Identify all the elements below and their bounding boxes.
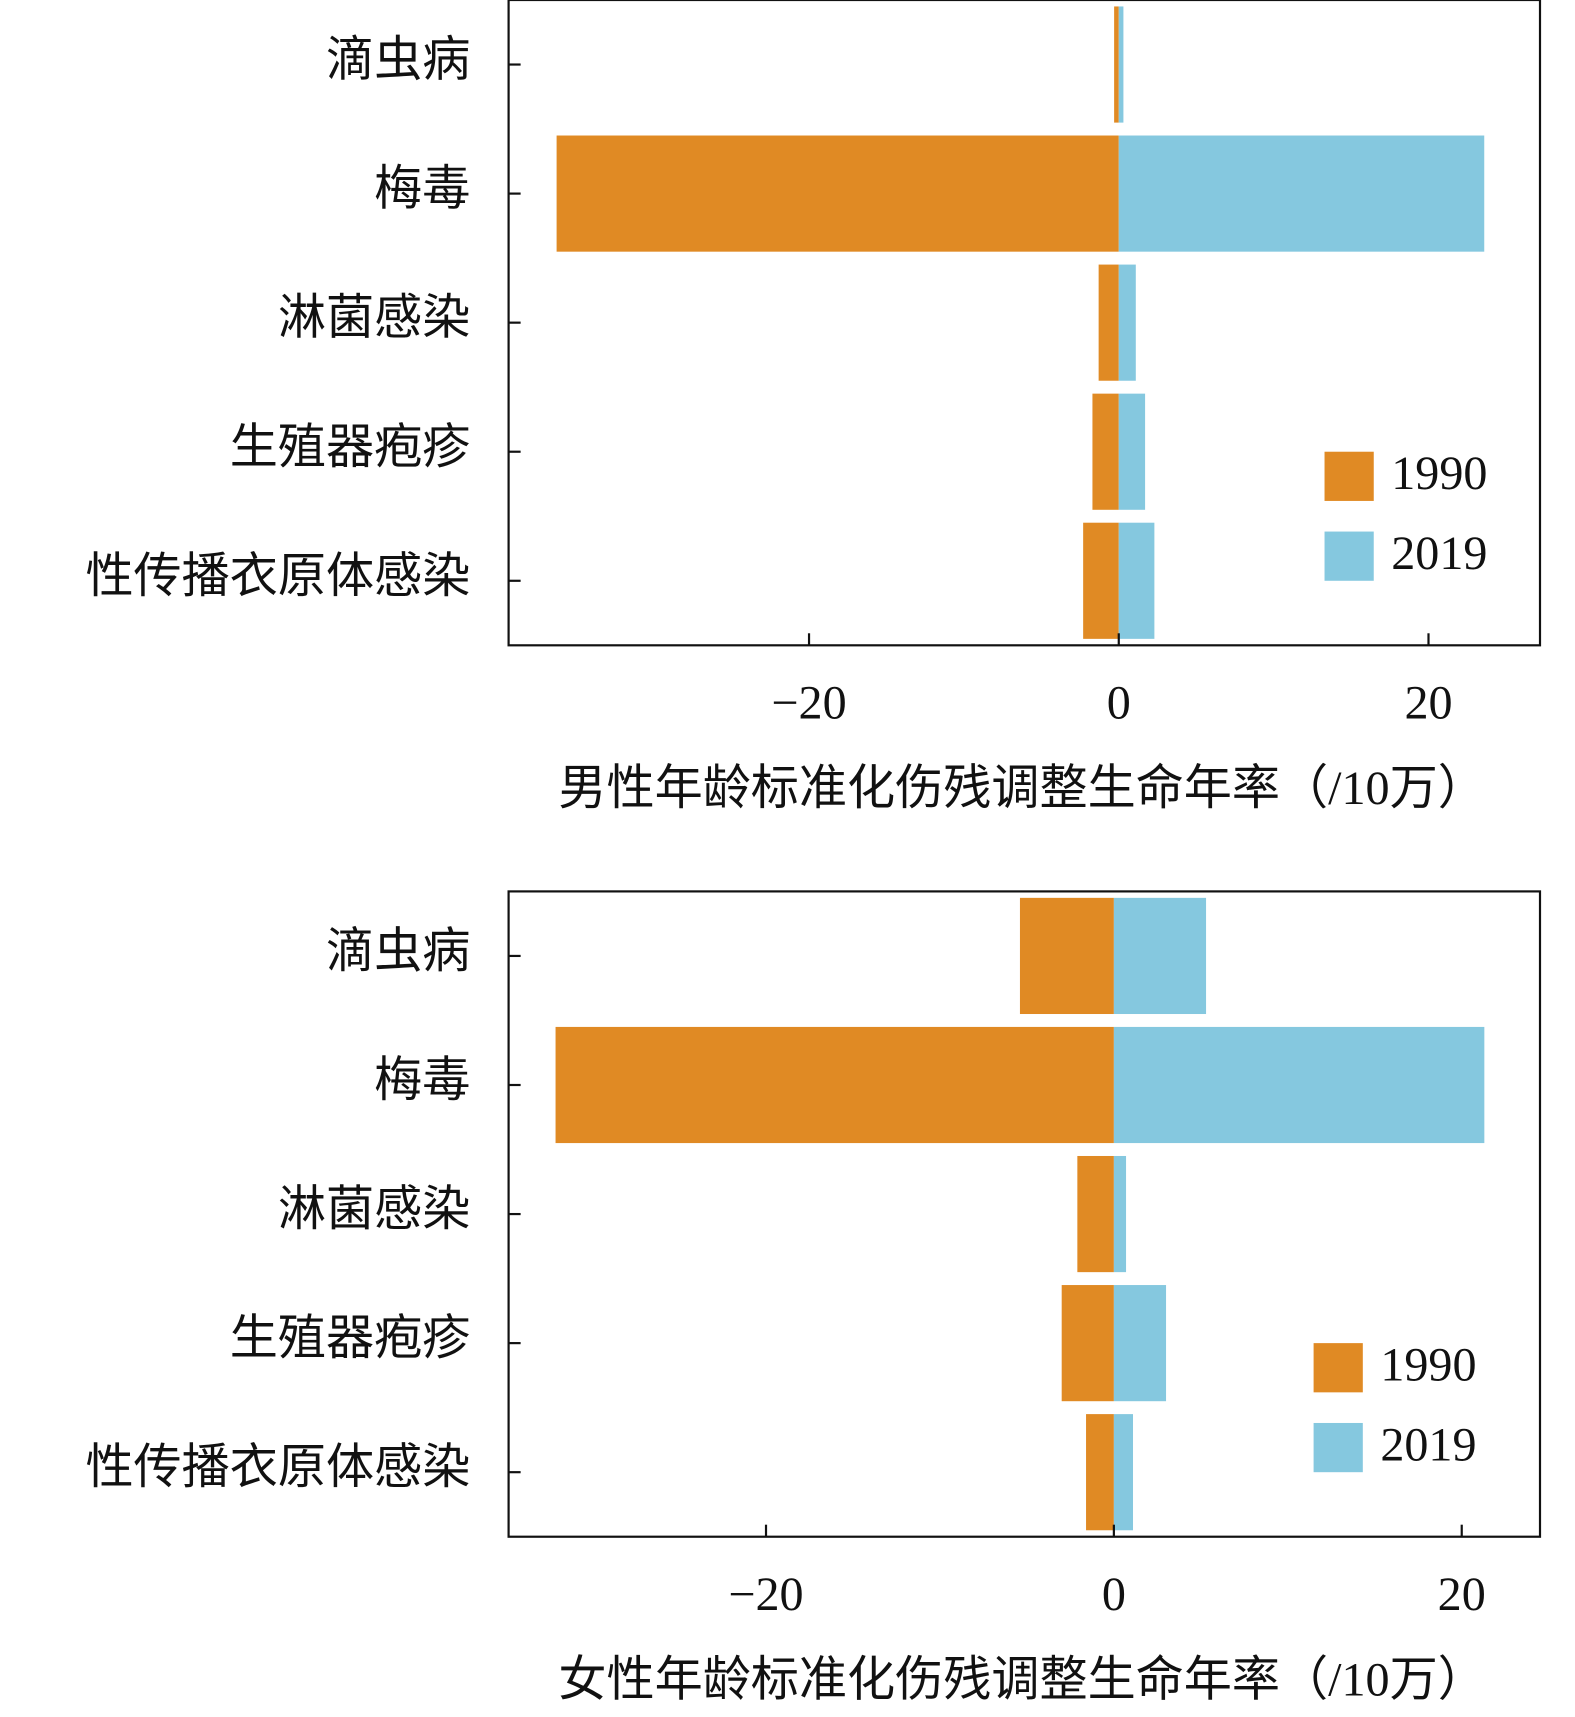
bar [1118, 6, 1124, 123]
bar [1113, 897, 1207, 1015]
y-tick-label: 淋菌感染 [278, 292, 470, 345]
y-tick-label: 生殖器疱疹 [230, 421, 471, 474]
bar [1083, 522, 1119, 639]
bar [1077, 1155, 1114, 1273]
bar [1118, 522, 1155, 639]
y-tick-label: 性传播衣原体感染 [85, 550, 470, 603]
y-tick-label: 滴虫病 [326, 34, 470, 87]
bar [1118, 264, 1136, 381]
bar [1092, 393, 1119, 510]
bar [1019, 897, 1114, 1015]
y-tick-label: 淋菌感染 [278, 1183, 470, 1236]
y-tick-label: 梅毒 [374, 163, 470, 216]
x-tick-label: 0 [1107, 677, 1131, 730]
bar [556, 135, 1119, 252]
y-tick-label: 性传播衣原体感染 [85, 1441, 470, 1494]
legend-label: 1990 [1391, 447, 1487, 500]
bar [555, 1026, 1114, 1144]
bar [1113, 1285, 1167, 1402]
bar [1086, 1414, 1114, 1531]
legend-label: 2019 [1391, 527, 1487, 580]
bar [1114, 6, 1119, 123]
bar [1098, 264, 1119, 381]
legend-swatch [1324, 531, 1374, 581]
y-tick-label: 滴虫病 [326, 925, 470, 978]
x-axis-label: 男性年龄标准化伤残调整生命年率（/10万） [558, 762, 1485, 815]
legend-label: 2019 [1380, 1418, 1476, 1471]
x-tick-label: −20 [771, 677, 846, 730]
bar [1118, 393, 1146, 510]
bar [1113, 1155, 1127, 1273]
plot-frame [507, 890, 1542, 1538]
x-tick-label: 20 [1438, 1568, 1486, 1621]
x-tick-label: 20 [1404, 677, 1452, 730]
legend-swatch [1313, 1343, 1363, 1393]
y-tick-label: 生殖器疱疹 [230, 1312, 471, 1365]
bar [1118, 135, 1485, 252]
legend-swatch [1324, 451, 1374, 501]
y-tick-label: 梅毒 [374, 1054, 470, 1107]
x-axis-label: 女性年龄标准化伤残调整生命年率（/10万） [558, 1653, 1485, 1706]
legend-swatch [1313, 1422, 1363, 1473]
bar [1061, 1285, 1114, 1402]
legend-label: 1990 [1380, 1338, 1476, 1391]
x-tick-label: 0 [1102, 1568, 1126, 1621]
bar [1113, 1414, 1134, 1531]
bar [1113, 1026, 1485, 1144]
plot-frame [507, 0, 1542, 647]
x-tick-label: −20 [728, 1568, 803, 1621]
